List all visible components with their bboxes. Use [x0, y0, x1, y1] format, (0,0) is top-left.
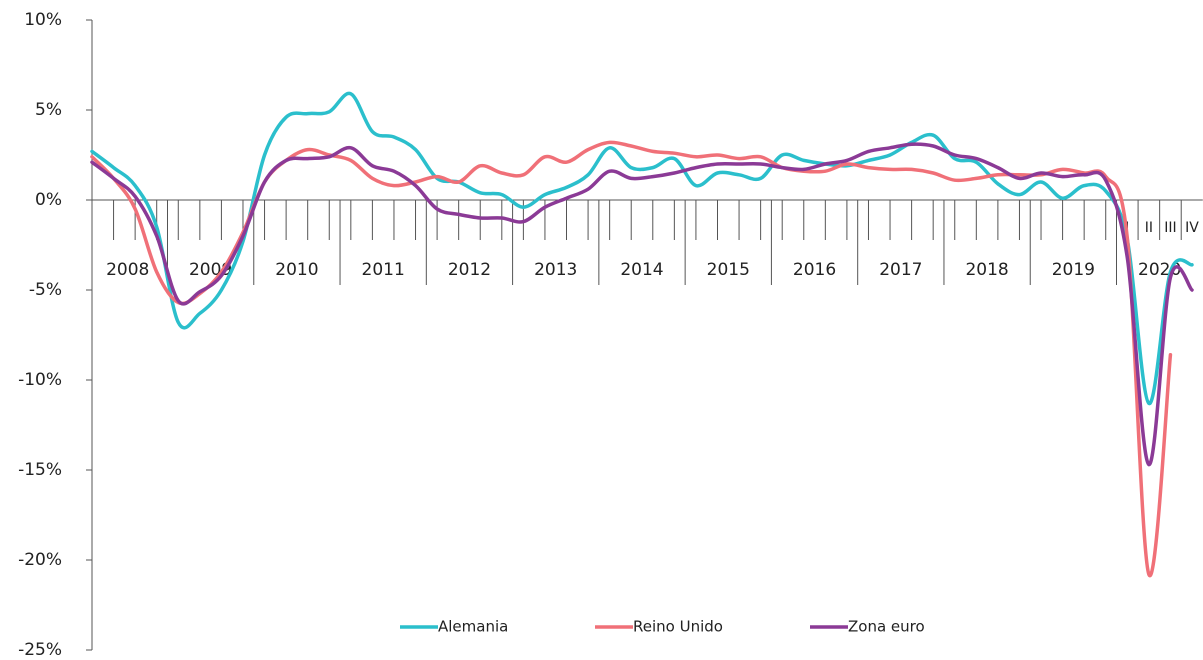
x-tick-label: 2017	[879, 260, 922, 280]
legend-label: Alemania	[438, 618, 508, 636]
x-tick-label: 2012	[448, 260, 491, 280]
quarter-label: II	[1145, 220, 1153, 236]
x-tick-label: 2014	[620, 260, 663, 280]
x-tick-label: 2013	[534, 260, 577, 280]
quarter-label: IV	[1185, 220, 1199, 236]
series-line	[90, 142, 1194, 467]
quarter-label: III	[1164, 220, 1176, 236]
x-tick-label: 2016	[793, 260, 836, 280]
x-tick-label: 2015	[707, 260, 750, 280]
y-tick-label: -20%	[18, 550, 62, 570]
y-tick-label: 0%	[35, 190, 62, 210]
x-tick-label: 2019	[1052, 260, 1095, 280]
x-tick-label: 2018	[965, 260, 1008, 280]
x-tick-label: 2010	[275, 260, 318, 280]
x-tick-label: 2008	[106, 260, 149, 280]
series-line	[90, 91, 1194, 406]
y-tick-label: -15%	[18, 460, 62, 480]
y-tick-label: -25%	[18, 640, 62, 660]
y-tick-label: -10%	[18, 370, 62, 390]
legend-label: Zona euro	[848, 618, 925, 636]
y-tick-label: 5%	[35, 100, 62, 120]
y-tick-label: 10%	[24, 10, 62, 30]
x-tick-label: 2011	[362, 260, 405, 280]
y-tick-label: -5%	[29, 280, 62, 300]
legend-label: Reino Unido	[633, 618, 723, 636]
